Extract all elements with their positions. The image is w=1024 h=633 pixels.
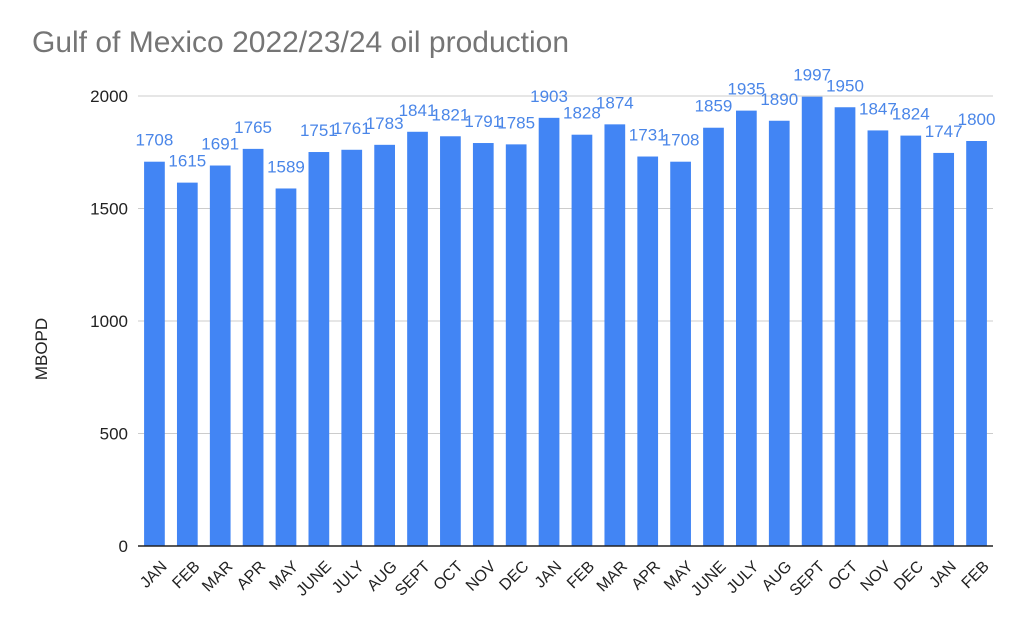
x-tick-label: JAN (137, 558, 170, 591)
y-tick-label: 2000 (90, 87, 128, 106)
data-label: 1821 (431, 105, 469, 124)
bar (472, 143, 494, 546)
data-label: 1761 (333, 119, 371, 138)
bar (670, 161, 691, 546)
x-tick-label: SEPT (787, 558, 829, 600)
y-tick-label: 500 (100, 425, 128, 444)
bar (176, 182, 198, 546)
data-label: 1691 (201, 135, 239, 154)
gridlines (138, 95, 993, 434)
x-tick-label: DEC (891, 558, 927, 594)
bar (933, 152, 955, 547)
x-tick-label: OCT (431, 558, 467, 594)
bar (966, 141, 987, 546)
data-label: 1747 (925, 122, 963, 141)
x-tick-label: JAN (532, 558, 565, 591)
data-label: 1589 (267, 157, 305, 176)
x-tick-label: APR (629, 558, 664, 593)
data-label: 1824 (892, 105, 930, 124)
x-tick-label: NOV (858, 558, 895, 595)
bar (801, 96, 823, 547)
data-label: 1783 (366, 114, 404, 133)
x-tick-label: FEB (169, 558, 203, 592)
data-label: 1731 (629, 126, 667, 145)
chart-title: Gulf of Mexico 2022/23/24 oil production (32, 26, 569, 59)
bar (736, 110, 757, 546)
bar (703, 127, 724, 546)
x-tick-label: JULY (329, 558, 368, 597)
x-tick-label: JUNE (688, 558, 730, 600)
data-label: 1847 (859, 99, 897, 118)
bar (275, 188, 297, 546)
bar (209, 165, 231, 546)
bar (341, 149, 363, 546)
x-tick-label: DEC (496, 558, 532, 594)
bar (538, 117, 560, 546)
bars (144, 96, 987, 547)
data-label: 1791 (464, 112, 502, 131)
bar (900, 135, 922, 546)
data-label: 1765 (234, 118, 272, 137)
bar (834, 107, 856, 546)
y-tick-label: 1000 (90, 312, 128, 331)
bar (242, 148, 264, 546)
data-label: 1890 (760, 90, 798, 109)
x-tick-label: JAN (926, 558, 959, 591)
bar (144, 161, 165, 546)
bar (768, 120, 790, 546)
x-tick-label: JUNE (293, 558, 335, 600)
data-label: 1708 (136, 131, 174, 150)
bar (571, 134, 593, 546)
data-label: 1950 (826, 76, 864, 95)
x-tick-label: NOV (463, 558, 500, 595)
x-tick-label: MAR (594, 558, 631, 595)
bar (637, 156, 659, 546)
x-tick-label: MAR (199, 558, 236, 595)
x-tick-label: FEB (564, 558, 598, 592)
bar (440, 136, 461, 546)
bar (407, 131, 428, 546)
y-axis-ticks: 0 500 1000 1500 2000 (90, 87, 128, 556)
x-tick-label: JULY (724, 558, 763, 597)
data-label: 1997 (793, 66, 831, 85)
data-label: 1785 (497, 113, 535, 132)
x-tick-label: SEPT (392, 558, 434, 600)
x-tick-label: APR (234, 558, 269, 593)
x-tick-label: FEB (959, 558, 993, 592)
data-label: 1800 (958, 110, 996, 129)
x-tick-label: OCT (825, 558, 861, 594)
data-label: 1828 (563, 104, 601, 123)
data-label: 1615 (168, 152, 206, 171)
bar (867, 130, 889, 547)
y-tick-label: 1500 (90, 200, 128, 219)
bar (505, 144, 527, 546)
y-tick-label: 0 (119, 537, 128, 556)
data-label: 1874 (596, 93, 634, 112)
data-label: 1935 (727, 80, 765, 99)
bar (374, 144, 395, 546)
data-label: 1903 (530, 87, 568, 106)
data-label: 1859 (695, 97, 733, 116)
data-label: 1841 (399, 101, 437, 120)
data-label: 1708 (662, 131, 700, 150)
data-label: 1751 (300, 121, 338, 140)
bar (604, 124, 626, 546)
bar (308, 152, 330, 546)
y-axis-title: MBOPD (32, 318, 51, 380)
